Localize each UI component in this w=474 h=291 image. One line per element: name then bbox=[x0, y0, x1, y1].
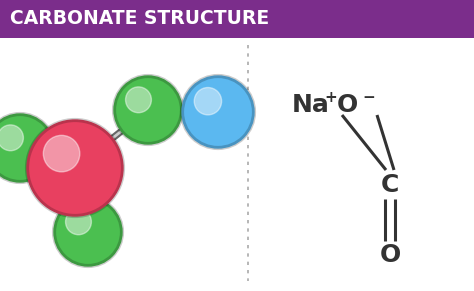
Text: −: − bbox=[362, 90, 375, 104]
Circle shape bbox=[0, 114, 54, 182]
Text: O: O bbox=[337, 93, 358, 117]
Circle shape bbox=[0, 125, 23, 151]
Circle shape bbox=[54, 198, 122, 266]
Circle shape bbox=[114, 76, 182, 144]
Text: C: C bbox=[381, 173, 399, 197]
Circle shape bbox=[126, 87, 151, 113]
FancyBboxPatch shape bbox=[0, 0, 474, 38]
Circle shape bbox=[43, 135, 80, 172]
Circle shape bbox=[65, 209, 91, 235]
Circle shape bbox=[194, 88, 222, 115]
Text: Na: Na bbox=[292, 93, 330, 117]
Text: +: + bbox=[324, 90, 337, 104]
Circle shape bbox=[182, 76, 254, 148]
Text: CARBONATE STRUCTURE: CARBONATE STRUCTURE bbox=[10, 10, 269, 29]
Circle shape bbox=[27, 120, 123, 216]
Text: O: O bbox=[379, 243, 401, 267]
